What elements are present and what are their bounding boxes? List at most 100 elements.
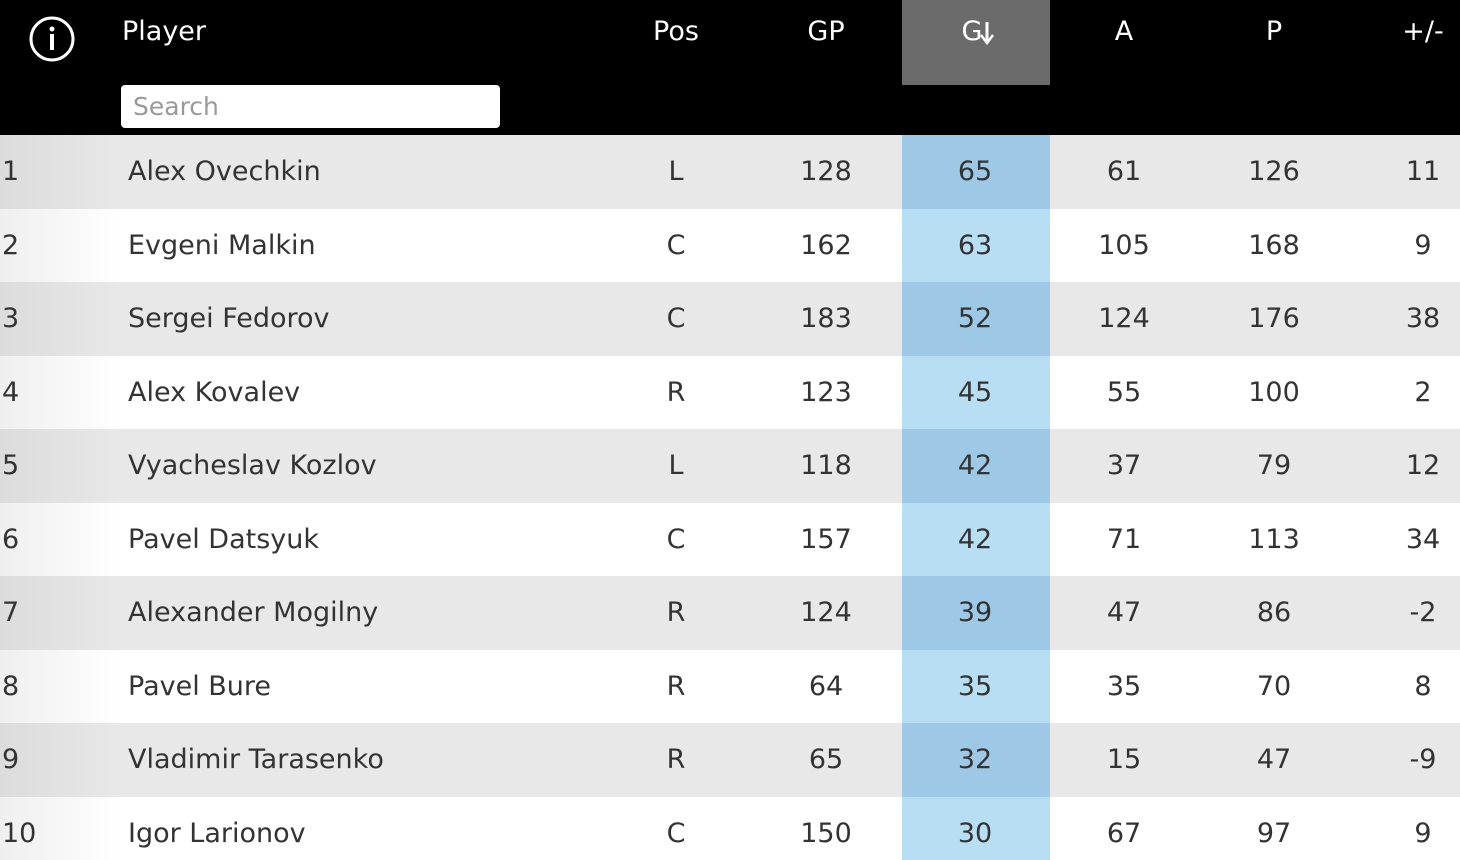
points: 70	[1256, 670, 1292, 702]
position: C	[666, 303, 686, 334]
points: 86	[1256, 597, 1292, 628]
table-row[interactable]: 7 Alexander Mogilny R 124 39 47 86 -2	[0, 576, 1460, 650]
goals: 32	[957, 744, 993, 775]
player-name: Igor Larionov	[128, 817, 306, 849]
rank: 3	[2, 303, 20, 334]
points: 97	[1256, 817, 1292, 849]
player-name: Alex Kovalev	[128, 376, 301, 408]
assists: 67	[1106, 817, 1142, 849]
position: R	[666, 597, 686, 628]
rank: 8	[2, 670, 20, 702]
points: 100	[1248, 376, 1300, 408]
column-header[interactable]: Pos	[653, 16, 699, 47]
table-row[interactable]: 4 Alex Kovalev R 123 45 55 100 2	[0, 355, 1460, 429]
column-header[interactable]: +/-	[1402, 16, 1444, 47]
games-played: 157	[800, 523, 852, 555]
plus-minus: 2	[1414, 376, 1432, 408]
goals: 42	[957, 450, 993, 481]
goals: 35	[957, 670, 993, 702]
plus-minus: -2	[1409, 597, 1437, 628]
points: 168	[1248, 229, 1300, 261]
position: R	[666, 744, 686, 775]
assists: 124	[1098, 303, 1150, 334]
sorted-column-header[interactable]	[902, 0, 1050, 85]
position: C	[666, 817, 686, 849]
player-name: Sergei Fedorov	[128, 303, 330, 334]
player-name: Pavel Datsyuk	[128, 523, 320, 555]
position: R	[666, 670, 686, 702]
table-row[interactable]: 10 Igor Larionov C 150 30 67 97 9	[0, 796, 1460, 860]
plus-minus: 9	[1414, 229, 1432, 261]
goals: 42	[957, 523, 993, 555]
points: 113	[1248, 523, 1300, 555]
sorted-column-cell	[902, 135, 1050, 209]
plus-minus: 34	[1405, 523, 1441, 555]
games-played: 124	[800, 597, 852, 628]
column-header[interactable]: A	[1114, 16, 1134, 47]
goals: 65	[957, 156, 993, 187]
table-row[interactable]: 2 Evgeni Malkin C 162 63 105 168 9	[0, 208, 1460, 282]
goals: 52	[957, 303, 993, 334]
table-row[interactable]: 6 Pavel Datsyuk C 157 42 71 113 34	[0, 502, 1460, 576]
player-name: Pavel Bure	[128, 670, 272, 702]
sorted-column-cell	[902, 502, 1050, 576]
sort-arrow	[980, 22, 994, 46]
plus-minus: -9	[1409, 744, 1437, 775]
goals: 63	[957, 229, 993, 261]
games-played: 123	[800, 376, 852, 408]
games-played: 150	[800, 817, 852, 849]
points: 126	[1248, 156, 1300, 187]
games-played: 118	[800, 450, 852, 481]
plus-minus: 38	[1405, 303, 1441, 334]
assists: 47	[1106, 597, 1142, 628]
plus-minus: 8	[1414, 670, 1432, 702]
table-row[interactable]: 5 Vyacheslav Kozlov L 118 42 37 79 12	[0, 429, 1460, 503]
table-row[interactable]: 3 Sergei Fedorov C 183 52 124 176 38	[0, 282, 1460, 356]
position: L	[668, 156, 684, 187]
assists: 15	[1106, 744, 1142, 775]
sorted-column-cell	[902, 208, 1050, 282]
games-played: 128	[800, 156, 852, 187]
position: R	[666, 376, 686, 408]
rank: 10	[2, 817, 37, 849]
player-name: Alex Ovechkin	[128, 156, 321, 187]
plus-minus: 11	[1405, 156, 1441, 187]
rank: 7	[2, 597, 20, 628]
table-row[interactable]: 8 Pavel Bure R 64 35 35 70 8	[0, 649, 1460, 723]
rank: 1	[2, 156, 20, 187]
column-header[interactable]: P	[1265, 16, 1283, 47]
goals: 30	[957, 817, 993, 849]
plus-minus: 12	[1405, 450, 1441, 481]
points: 79	[1256, 450, 1292, 481]
goals: 39	[957, 597, 993, 628]
assists: 35	[1106, 670, 1142, 702]
search-input[interactable]: Search	[121, 85, 500, 128]
sorted-column-cell	[902, 282, 1050, 356]
sorted-column-cell	[902, 649, 1050, 723]
rank: 6	[2, 523, 20, 555]
assists: 71	[1106, 523, 1142, 555]
table-header: Search Player Pos GP G A P +/-	[0, 0, 1460, 135]
table-row[interactable]: 1 Alex Ovechkin L 128 65 61 126 11	[0, 135, 1460, 209]
points: 176	[1248, 303, 1300, 334]
rank: 9	[2, 744, 20, 775]
games-played: 162	[800, 229, 852, 261]
column-header[interactable]: GP	[807, 16, 845, 47]
games-played: 64	[808, 670, 844, 702]
position: C	[666, 229, 686, 261]
table-row[interactable]: 9 Vladimir Tarasenko R 65 32 15 47 -9	[0, 723, 1460, 797]
sorted-column-cell	[902, 429, 1050, 503]
sorted-column-cell	[902, 576, 1050, 650]
player-name: Vladimir Tarasenko	[128, 744, 384, 775]
games-played: 65	[808, 744, 844, 775]
rank: 5	[2, 450, 20, 481]
rank: 2	[2, 229, 20, 261]
goals: 45	[957, 376, 993, 408]
position: L	[668, 450, 684, 481]
assists: 37	[1106, 450, 1142, 481]
info-icon[interactable]	[26, 16, 78, 62]
assists: 55	[1106, 376, 1142, 408]
column-header[interactable]: G	[961, 16, 983, 47]
sorted-column-cell	[902, 796, 1050, 860]
column-header[interactable]: Player	[122, 16, 207, 47]
